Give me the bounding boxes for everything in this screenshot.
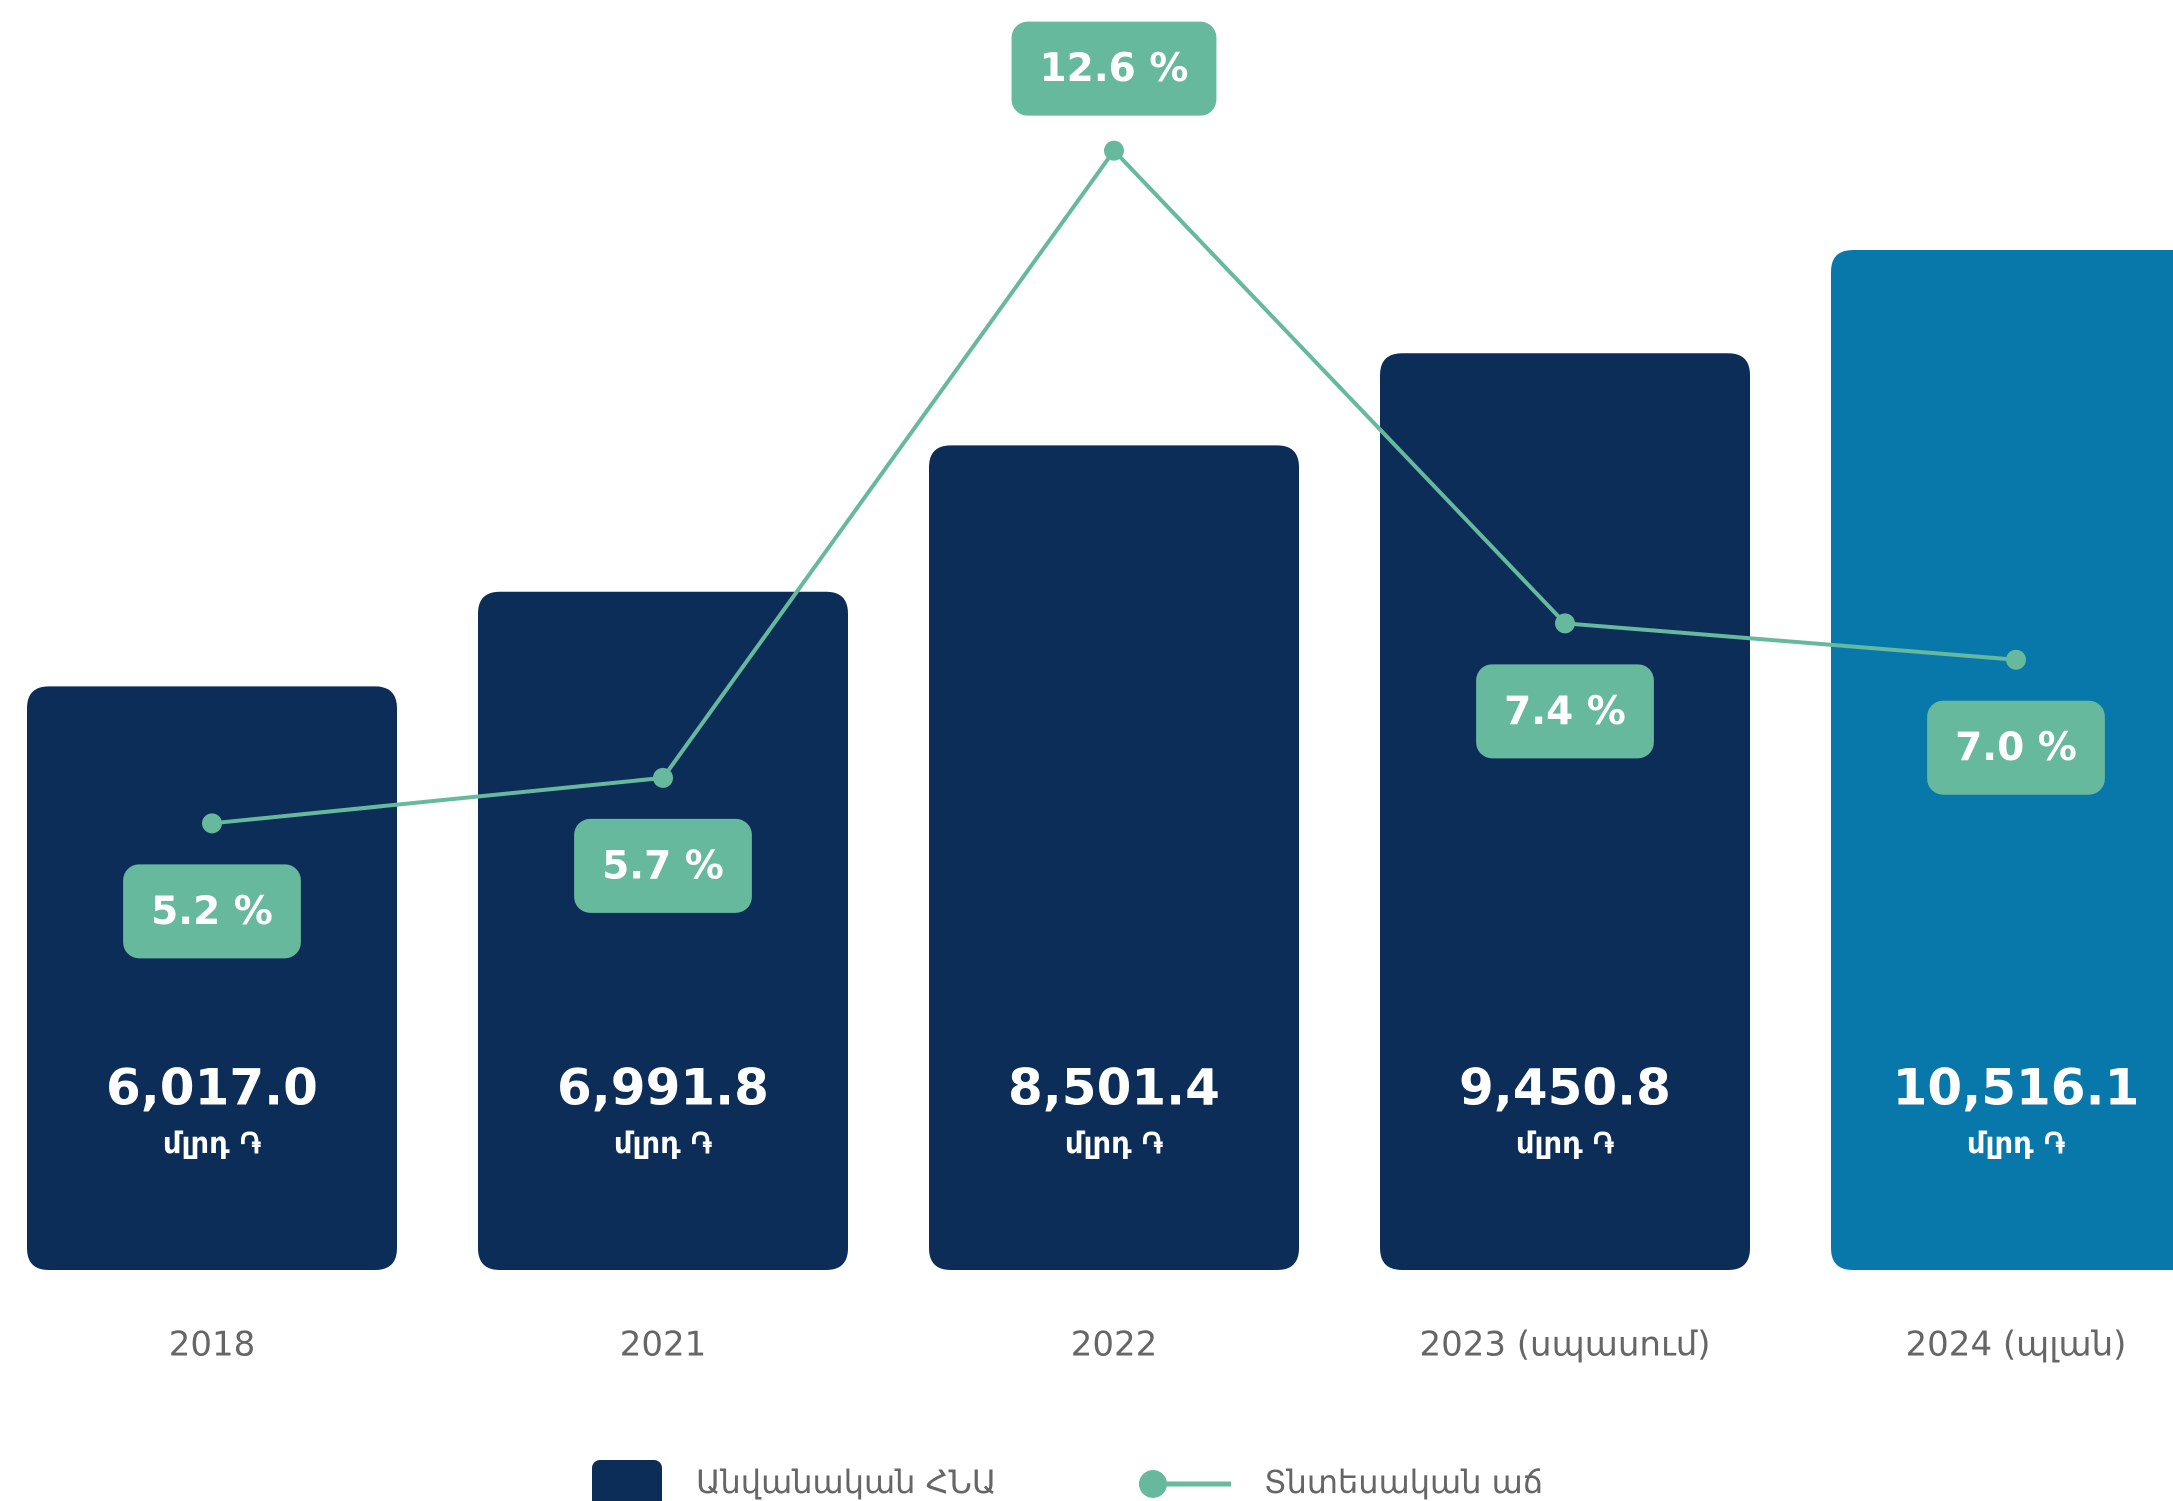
bar-value-label: 6,991.8 bbox=[557, 1059, 769, 1117]
growth-label-text: 7.0 % bbox=[1955, 725, 2077, 770]
bar bbox=[478, 591, 848, 1270]
line-point bbox=[1104, 140, 1124, 161]
line-point bbox=[2006, 649, 2026, 670]
legend-label: Անվանական ՀՆԱ bbox=[696, 1463, 996, 1501]
line-point bbox=[1555, 613, 1575, 634]
growth-label: 5.7 % bbox=[574, 818, 752, 913]
growth-label: 7.0 % bbox=[1927, 700, 2105, 795]
bar-value-label: 9,450.8 bbox=[1459, 1059, 1671, 1117]
growth-label-box bbox=[1476, 664, 1654, 759]
bar-value-label: 6,017.0 bbox=[106, 1059, 318, 1117]
legend-swatch-dot bbox=[1139, 1470, 1167, 1498]
growth-label-text: 5.7 % bbox=[602, 843, 724, 888]
growth-label-box bbox=[574, 818, 752, 913]
bar bbox=[27, 686, 397, 1270]
growth-label-box bbox=[123, 864, 301, 959]
legend-label: Տնտեսական աճ bbox=[1264, 1463, 1543, 1501]
bar bbox=[929, 445, 1299, 1270]
legend-swatch bbox=[592, 1460, 662, 1501]
growth-label-box bbox=[1927, 700, 2105, 795]
bar bbox=[1380, 353, 1750, 1270]
bar-unit-label: մլրդ ֏ bbox=[1065, 1126, 1163, 1160]
growth-label-text: 5.2 % bbox=[151, 889, 273, 934]
growth-label: 5.2 % bbox=[123, 864, 301, 959]
line-point bbox=[202, 813, 222, 834]
growth-label: 12.6 % bbox=[1011, 21, 1217, 116]
bar-value-label: 10,516.1 bbox=[1893, 1059, 2140, 1117]
x-tick-label: 2023 (սպասում) bbox=[1419, 1325, 1710, 1365]
x-tick-label: 2018 bbox=[169, 1325, 256, 1365]
line-point bbox=[653, 767, 673, 788]
bar-unit-label: մլրդ ֏ bbox=[163, 1126, 261, 1160]
bar-unit-label: մլրդ ֏ bbox=[614, 1126, 712, 1160]
growth-label: 7.4 % bbox=[1476, 664, 1654, 759]
growth-label-text: 12.6 % bbox=[1040, 46, 1189, 91]
x-tick-label: 2022 bbox=[1071, 1325, 1158, 1365]
bar-value-label: 8,501.4 bbox=[1008, 1059, 1220, 1117]
x-tick-label: 2024 (պլան) bbox=[1906, 1325, 2127, 1365]
bar-unit-label: մլրդ ֏ bbox=[1967, 1126, 2065, 1160]
x-tick-label: 2021 bbox=[620, 1325, 707, 1365]
bar-unit-label: մլրդ ֏ bbox=[1516, 1126, 1614, 1160]
growth-label-text: 7.4 % bbox=[1504, 689, 1626, 734]
growth-label-box bbox=[1011, 21, 1217, 116]
